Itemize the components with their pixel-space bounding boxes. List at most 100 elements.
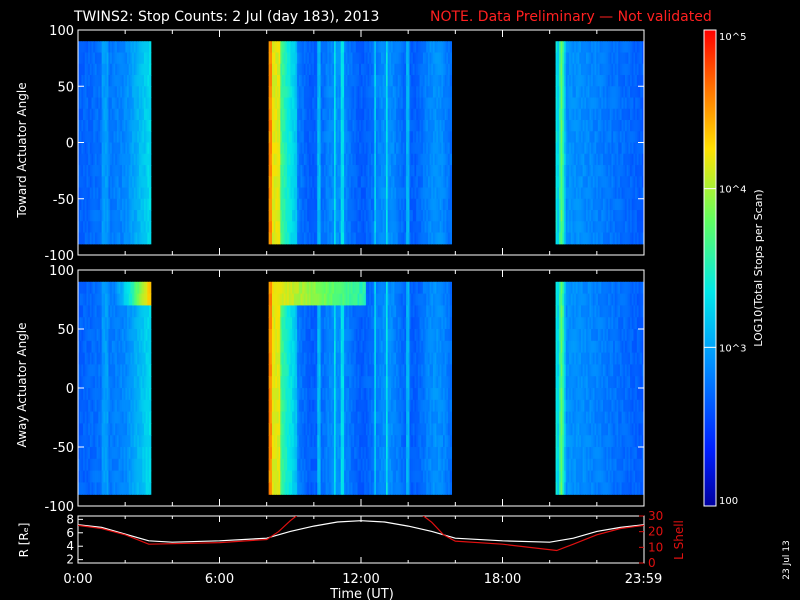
heatmap-cell (601, 187, 604, 200)
heatmap-cell (96, 198, 99, 211)
heatmap-cell (113, 399, 116, 413)
heatmap-cell (300, 97, 303, 110)
heatmap-cell (347, 198, 350, 211)
heatmap-cell (132, 176, 135, 189)
heatmap-cell (377, 210, 380, 222)
heatmap-cell (89, 120, 93, 132)
heatmap-cell (584, 75, 587, 87)
heatmap-cell (143, 470, 147, 483)
heatmap-cell (446, 131, 449, 144)
heatmap-cell (406, 142, 409, 155)
heatmap-cell (406, 52, 409, 65)
heatmap-cell (133, 221, 137, 234)
heatmap-cell (277, 75, 280, 87)
heatmap-cell (96, 52, 99, 65)
heatmap-cell (340, 108, 344, 121)
heatmap-cell (307, 86, 310, 99)
heatmap-cell (79, 108, 82, 121)
heatmap-cell (619, 153, 623, 166)
heatmap-cell (436, 232, 439, 245)
heatmap-cell (93, 340, 96, 354)
heatmap-cell (444, 198, 447, 211)
heatmap-cell (570, 108, 574, 121)
heatmap-cell (128, 329, 132, 342)
heatmap-cell (339, 41, 342, 54)
heatmap-cell (437, 221, 441, 234)
heatmap-cell (275, 198, 278, 211)
heatmap-cell (441, 198, 444, 211)
heatmap-cell (290, 198, 293, 211)
heatmap-cell (98, 52, 101, 65)
heatmap-cell (94, 399, 98, 413)
heatmap-cell (407, 232, 411, 245)
heatmap-cell (369, 63, 372, 76)
heatmap-cell (118, 142, 121, 155)
heatmap-cell (137, 423, 140, 436)
heatmap-cell (96, 470, 99, 483)
heatmap-cell (382, 142, 385, 155)
heatmap-cell (377, 108, 380, 121)
heatmap-cell (300, 210, 303, 222)
heatmap-cell (133, 340, 137, 354)
heatmap-cell (354, 52, 357, 65)
heatmap-cell (105, 187, 108, 200)
heatmap-cell (143, 41, 147, 54)
heatmap-cell (392, 41, 395, 54)
heatmap-cell (352, 221, 355, 234)
heatmap-cell (303, 86, 307, 99)
heatmap-cell (307, 221, 310, 234)
heatmap-cell (365, 153, 369, 166)
heatmap-cell (132, 329, 135, 342)
heatmap-cell (618, 198, 621, 211)
heatmap-cell (322, 165, 325, 177)
heatmap-cell (409, 97, 412, 110)
heatmap-cell (613, 75, 616, 87)
heatmap-cell (297, 317, 300, 330)
heatmap-cell (630, 153, 633, 166)
heatmap-cell (125, 97, 128, 110)
heatmap-cell (641, 198, 645, 211)
heatmap-cell (638, 63, 641, 76)
heatmap-cell (374, 165, 377, 177)
heatmap-cell (275, 376, 278, 389)
heatmap-cell (616, 232, 619, 245)
heatmap-cell (84, 198, 88, 211)
heatmap-cell (448, 221, 451, 234)
heatmap-cell (623, 63, 626, 76)
heatmap-cell (310, 198, 313, 211)
heatmap-cell (84, 329, 88, 342)
heatmap-cell (354, 86, 357, 99)
heatmap-cell (105, 435, 108, 448)
heatmap-cell (332, 52, 335, 65)
heatmap-cell (147, 41, 150, 54)
heatmap-cell (110, 364, 113, 377)
heatmap-cell (310, 232, 313, 245)
heatmap-cell (369, 221, 372, 234)
heatmap-cell (133, 435, 137, 448)
heatmap-cell (421, 142, 424, 155)
heatmap-cell (329, 187, 332, 200)
heatmap-cell (344, 198, 347, 211)
heatmap-cell (635, 75, 638, 87)
heatmap-cell (103, 482, 106, 495)
heatmap-cell (305, 399, 308, 413)
heatmap-cell (342, 142, 345, 155)
heatmap-cell (310, 63, 313, 76)
heatmap-cell (307, 305, 310, 318)
heatmap-cell (282, 153, 285, 166)
heatmap-cell (633, 108, 636, 121)
heatmap-cell (332, 210, 335, 222)
heatmap-cell (618, 187, 621, 200)
heatmap-cell (101, 187, 104, 200)
heatmap-cell (277, 41, 280, 54)
heatmap-cell (633, 165, 636, 177)
heatmap-cell (386, 176, 389, 189)
heatmap-cell (312, 352, 315, 365)
heatmap-cell (303, 165, 307, 177)
heatmap-cell (98, 108, 101, 121)
heatmap-cell (295, 388, 298, 401)
heatmap-cell (128, 388, 132, 401)
heatmap-cell (78, 281, 81, 295)
heatmap-cell (149, 317, 152, 330)
heatmap-cell (370, 142, 374, 155)
